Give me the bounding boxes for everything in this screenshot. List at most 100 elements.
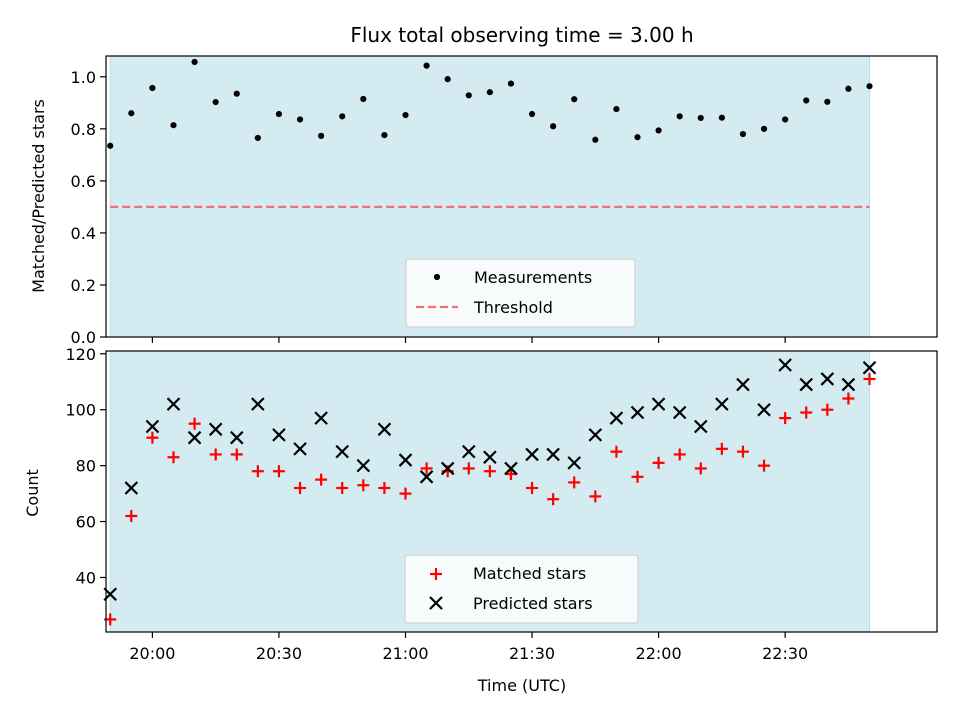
predicted-star-point <box>672 405 687 420</box>
matched-star-point <box>399 487 412 500</box>
predicted-star-point <box>588 428 603 442</box>
ratio-panel: 0.0 0.2 0.4 0.6 0.8 1.0 Matched/Predicted sta… <box>29 55 938 347</box>
measurement-point <box>697 114 704 122</box>
predicted-star-point <box>251 397 265 411</box>
count-panel: 40 60 80 100 120 20:00 20:30 21:00 21:30 22:00 22… <box>23 345 938 695</box>
matched-star-point <box>125 509 138 522</box>
measurement-point <box>275 110 283 118</box>
predicted-star-point <box>630 405 645 420</box>
predicted-star-point <box>736 377 750 392</box>
matched-star-point <box>758 459 771 472</box>
legend-matched-label: Matched stars <box>473 564 586 583</box>
matched-star-point <box>146 431 159 444</box>
count-panel-frame <box>105 350 938 633</box>
measurement-point <box>212 98 219 106</box>
matched-star-point <box>652 456 665 469</box>
measurement-point <box>149 84 156 92</box>
matched-star-point <box>736 445 749 458</box>
matched-star-point <box>631 470 644 483</box>
predicted-star-point <box>546 447 560 462</box>
x-tick-label: 21:00 <box>382 644 428 663</box>
matched-star-point <box>272 465 285 478</box>
predicted-star-point <box>567 456 582 470</box>
predicted-star-point <box>272 428 286 442</box>
measurement-point <box>676 113 683 120</box>
x-tick-label: 20:30 <box>256 644 302 663</box>
predicted-star-point <box>419 470 434 484</box>
measurement-point <box>233 90 240 97</box>
predicted-star-point <box>504 461 518 476</box>
measurement-point <box>760 125 768 132</box>
ratio-y-axis-label: Matched/Predicted stars <box>29 99 48 293</box>
count-points <box>103 358 877 626</box>
matched-star-point <box>547 493 560 506</box>
matched-star-point <box>589 490 602 503</box>
measurement-point <box>191 58 198 66</box>
predicted-star-point <box>377 422 392 437</box>
legend-box <box>404 554 639 624</box>
measurement-point <box>655 127 662 134</box>
matched-star-point <box>779 412 792 425</box>
measurement-point <box>718 114 725 121</box>
predicted-star-point <box>356 458 371 473</box>
measurement-point <box>339 113 346 120</box>
predicted-star-point <box>799 377 814 392</box>
matched-star-point <box>167 451 180 464</box>
matched-star-point <box>294 482 307 495</box>
axes-frame <box>105 55 938 338</box>
matched-star-point <box>694 462 707 475</box>
measurement-point <box>402 111 409 119</box>
predicted-star-point <box>208 422 223 437</box>
predicted-star-point <box>293 442 307 456</box>
matched-star-point <box>863 372 876 385</box>
measurement-point <box>360 95 367 103</box>
predicted-star-point <box>778 358 792 372</box>
matched-star-point <box>673 448 686 461</box>
matched-star-point <box>610 445 623 458</box>
predicted-star-point <box>314 411 328 425</box>
x-tick-label: 22:30 <box>762 644 808 663</box>
matched-star-point <box>462 462 475 475</box>
measurement-point <box>634 134 641 141</box>
x-tick-label: 20:00 <box>129 644 175 663</box>
y-tick-label: 80 <box>76 457 96 476</box>
y-tick-label: 1.0 <box>71 68 96 87</box>
predicted-star-point <box>862 360 877 375</box>
measurement-point <box>571 96 578 103</box>
matched-star-point <box>483 465 496 478</box>
measurement-point <box>782 116 789 123</box>
predicted-star-point <box>820 372 835 386</box>
matched-star-point <box>315 473 328 486</box>
matched-star-point <box>251 465 264 478</box>
measurement-point <box>318 132 325 139</box>
y-tick-label: 60 <box>76 513 96 532</box>
matched-star-point <box>568 476 581 489</box>
y-tick-label: 0.0 <box>71 328 96 347</box>
x-axis-label: Time (UTC) <box>477 676 566 695</box>
matched-star-point <box>420 462 433 475</box>
measurement-point <box>550 123 557 130</box>
count-legend: Matched stars Predicted stars <box>404 554 639 624</box>
count-x-ticks: 20:00 20:30 21:00 21:30 22:00 22:30 <box>129 632 808 663</box>
count-y-axis-label: Count <box>23 469 42 517</box>
matched-star-point <box>504 468 517 481</box>
y-tick-label: 0.4 <box>71 224 96 243</box>
measurement-point <box>254 134 261 142</box>
predicted-star-point <box>841 377 856 392</box>
ratio-x-ticks <box>151 337 786 343</box>
matched-star-point <box>526 482 539 495</box>
measurement-point <box>170 122 177 129</box>
measurement-point <box>486 89 493 96</box>
measurement-point <box>739 130 747 138</box>
predicted-star-point <box>166 397 181 411</box>
matched-star-point <box>336 482 349 495</box>
chart-title: Flux total observing time = 3.00 h <box>350 23 693 47</box>
ratio-panel-frame <box>105 55 938 338</box>
ratio-legend: Measurements Threshold <box>405 258 636 328</box>
matched-star-point <box>800 406 813 419</box>
y-tick-label: 0.6 <box>71 172 96 191</box>
matched-star-point <box>188 417 201 430</box>
measurement-point <box>803 97 810 104</box>
legend-measurement-marker <box>433 273 441 281</box>
predicted-star-point <box>187 430 202 445</box>
